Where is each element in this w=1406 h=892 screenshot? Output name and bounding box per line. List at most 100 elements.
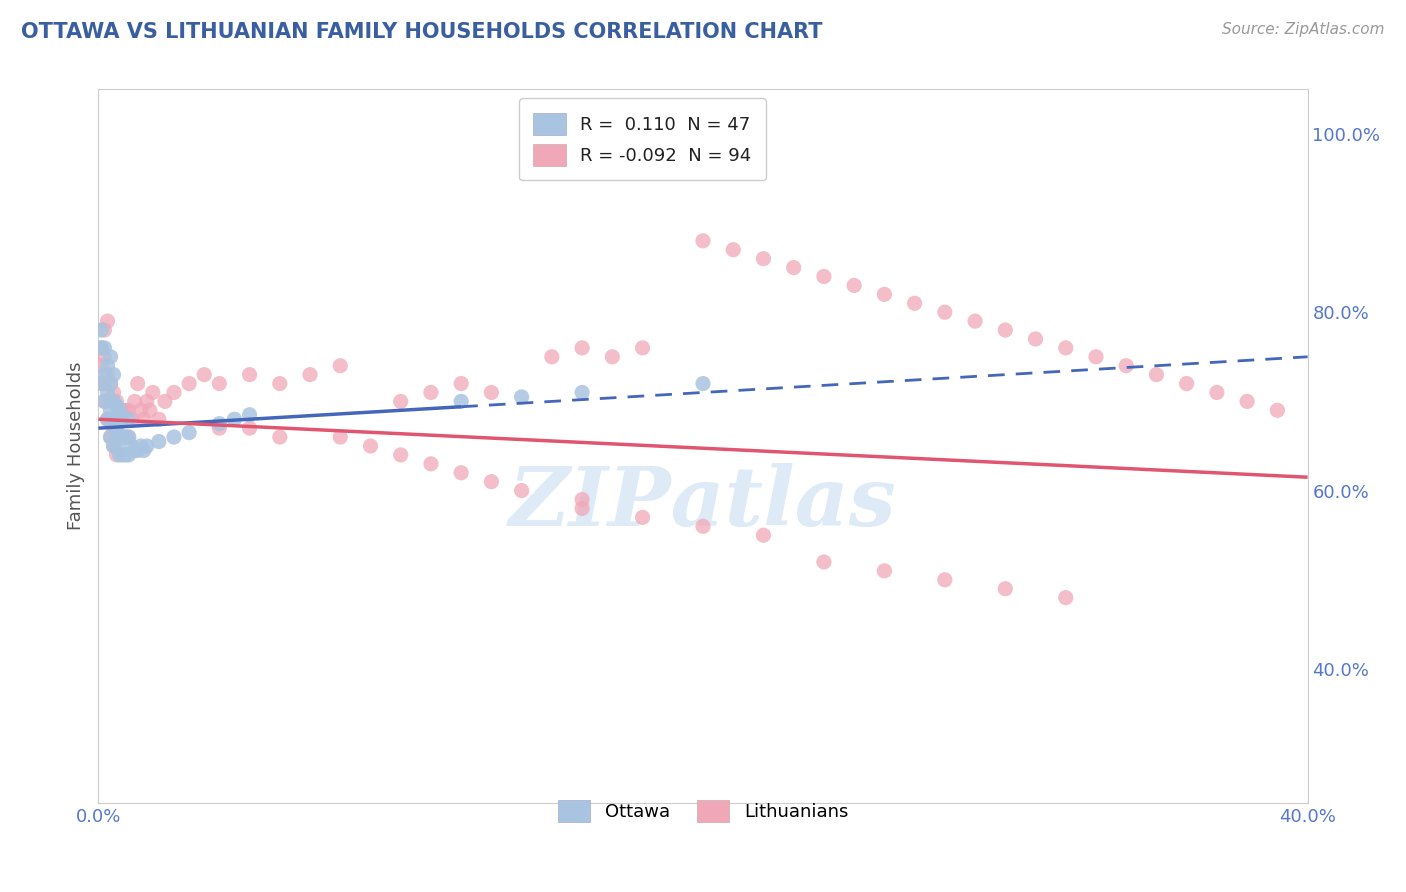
Point	[118, 430, 141, 444]
Point	[103, 421, 125, 435]
Point	[329, 359, 352, 373]
Point	[450, 394, 472, 409]
Point	[100, 412, 122, 426]
Point	[481, 385, 503, 400]
Point	[571, 492, 593, 507]
Point	[132, 412, 155, 426]
Point	[1054, 591, 1077, 605]
Point	[111, 448, 134, 462]
Point	[193, 368, 215, 382]
Point	[96, 385, 118, 400]
Point	[124, 394, 146, 409]
Point	[783, 260, 806, 275]
Point	[540, 350, 562, 364]
Point	[100, 376, 122, 391]
Point	[239, 368, 262, 382]
Point	[813, 269, 835, 284]
Point	[111, 403, 134, 417]
Point	[389, 394, 412, 409]
Point	[1236, 394, 1258, 409]
Point	[118, 412, 141, 426]
Point	[118, 403, 141, 417]
Point	[420, 385, 443, 400]
Point	[329, 430, 352, 444]
Point	[105, 430, 128, 444]
Point	[108, 448, 131, 462]
Point	[631, 341, 654, 355]
Point	[118, 430, 141, 444]
Point	[90, 376, 112, 391]
Point	[208, 417, 231, 431]
Point	[163, 430, 186, 444]
Point	[723, 243, 745, 257]
Point	[965, 314, 987, 328]
Point	[602, 350, 624, 364]
Point	[1144, 368, 1167, 382]
Point	[111, 412, 134, 426]
Point	[96, 412, 118, 426]
Point	[873, 564, 896, 578]
Point	[103, 368, 125, 382]
Y-axis label: Family Households: Family Households	[66, 362, 84, 530]
Point	[153, 394, 176, 409]
Point	[100, 403, 122, 417]
Point	[129, 439, 152, 453]
Point	[844, 278, 866, 293]
Point	[93, 394, 115, 409]
Point	[148, 412, 170, 426]
Point	[360, 439, 382, 453]
Point	[1085, 350, 1108, 364]
Point	[114, 430, 136, 444]
Point	[904, 296, 927, 310]
Point	[631, 510, 654, 524]
Point	[100, 350, 122, 364]
Point	[127, 443, 149, 458]
Point	[389, 448, 412, 462]
Point	[93, 341, 115, 355]
Point	[90, 323, 112, 337]
Point	[93, 376, 115, 391]
Point	[692, 234, 714, 248]
Point	[114, 430, 136, 444]
Point	[103, 394, 125, 409]
Point	[132, 443, 155, 458]
Point	[934, 305, 956, 319]
Point	[105, 439, 128, 453]
Point	[148, 434, 170, 449]
Point	[108, 403, 131, 417]
Point	[139, 403, 162, 417]
Point	[239, 408, 262, 422]
Point	[1175, 376, 1198, 391]
Point	[96, 394, 118, 409]
Point	[96, 368, 118, 382]
Point	[90, 341, 112, 355]
Point	[100, 430, 122, 444]
Point	[93, 368, 115, 382]
Point	[96, 359, 118, 373]
Point	[692, 376, 714, 391]
Point	[108, 403, 131, 417]
Point	[571, 385, 593, 400]
Point	[994, 582, 1017, 596]
Point	[239, 421, 262, 435]
Point	[269, 376, 291, 391]
Point	[103, 412, 125, 426]
Point	[994, 323, 1017, 337]
Point	[96, 412, 118, 426]
Point	[105, 399, 128, 413]
Point	[224, 412, 246, 426]
Point	[1267, 403, 1289, 417]
Point	[450, 466, 472, 480]
Point	[450, 376, 472, 391]
Point	[135, 439, 157, 453]
Point	[208, 421, 231, 435]
Point	[105, 448, 128, 462]
Point	[93, 394, 115, 409]
Point	[510, 390, 533, 404]
Point	[93, 323, 115, 337]
Point	[108, 430, 131, 444]
Text: OTTAWA VS LITHUANIAN FAMILY HOUSEHOLDS CORRELATION CHART: OTTAWA VS LITHUANIAN FAMILY HOUSEHOLDS C…	[21, 22, 823, 42]
Point	[90, 359, 112, 373]
Point	[420, 457, 443, 471]
Point	[105, 394, 128, 409]
